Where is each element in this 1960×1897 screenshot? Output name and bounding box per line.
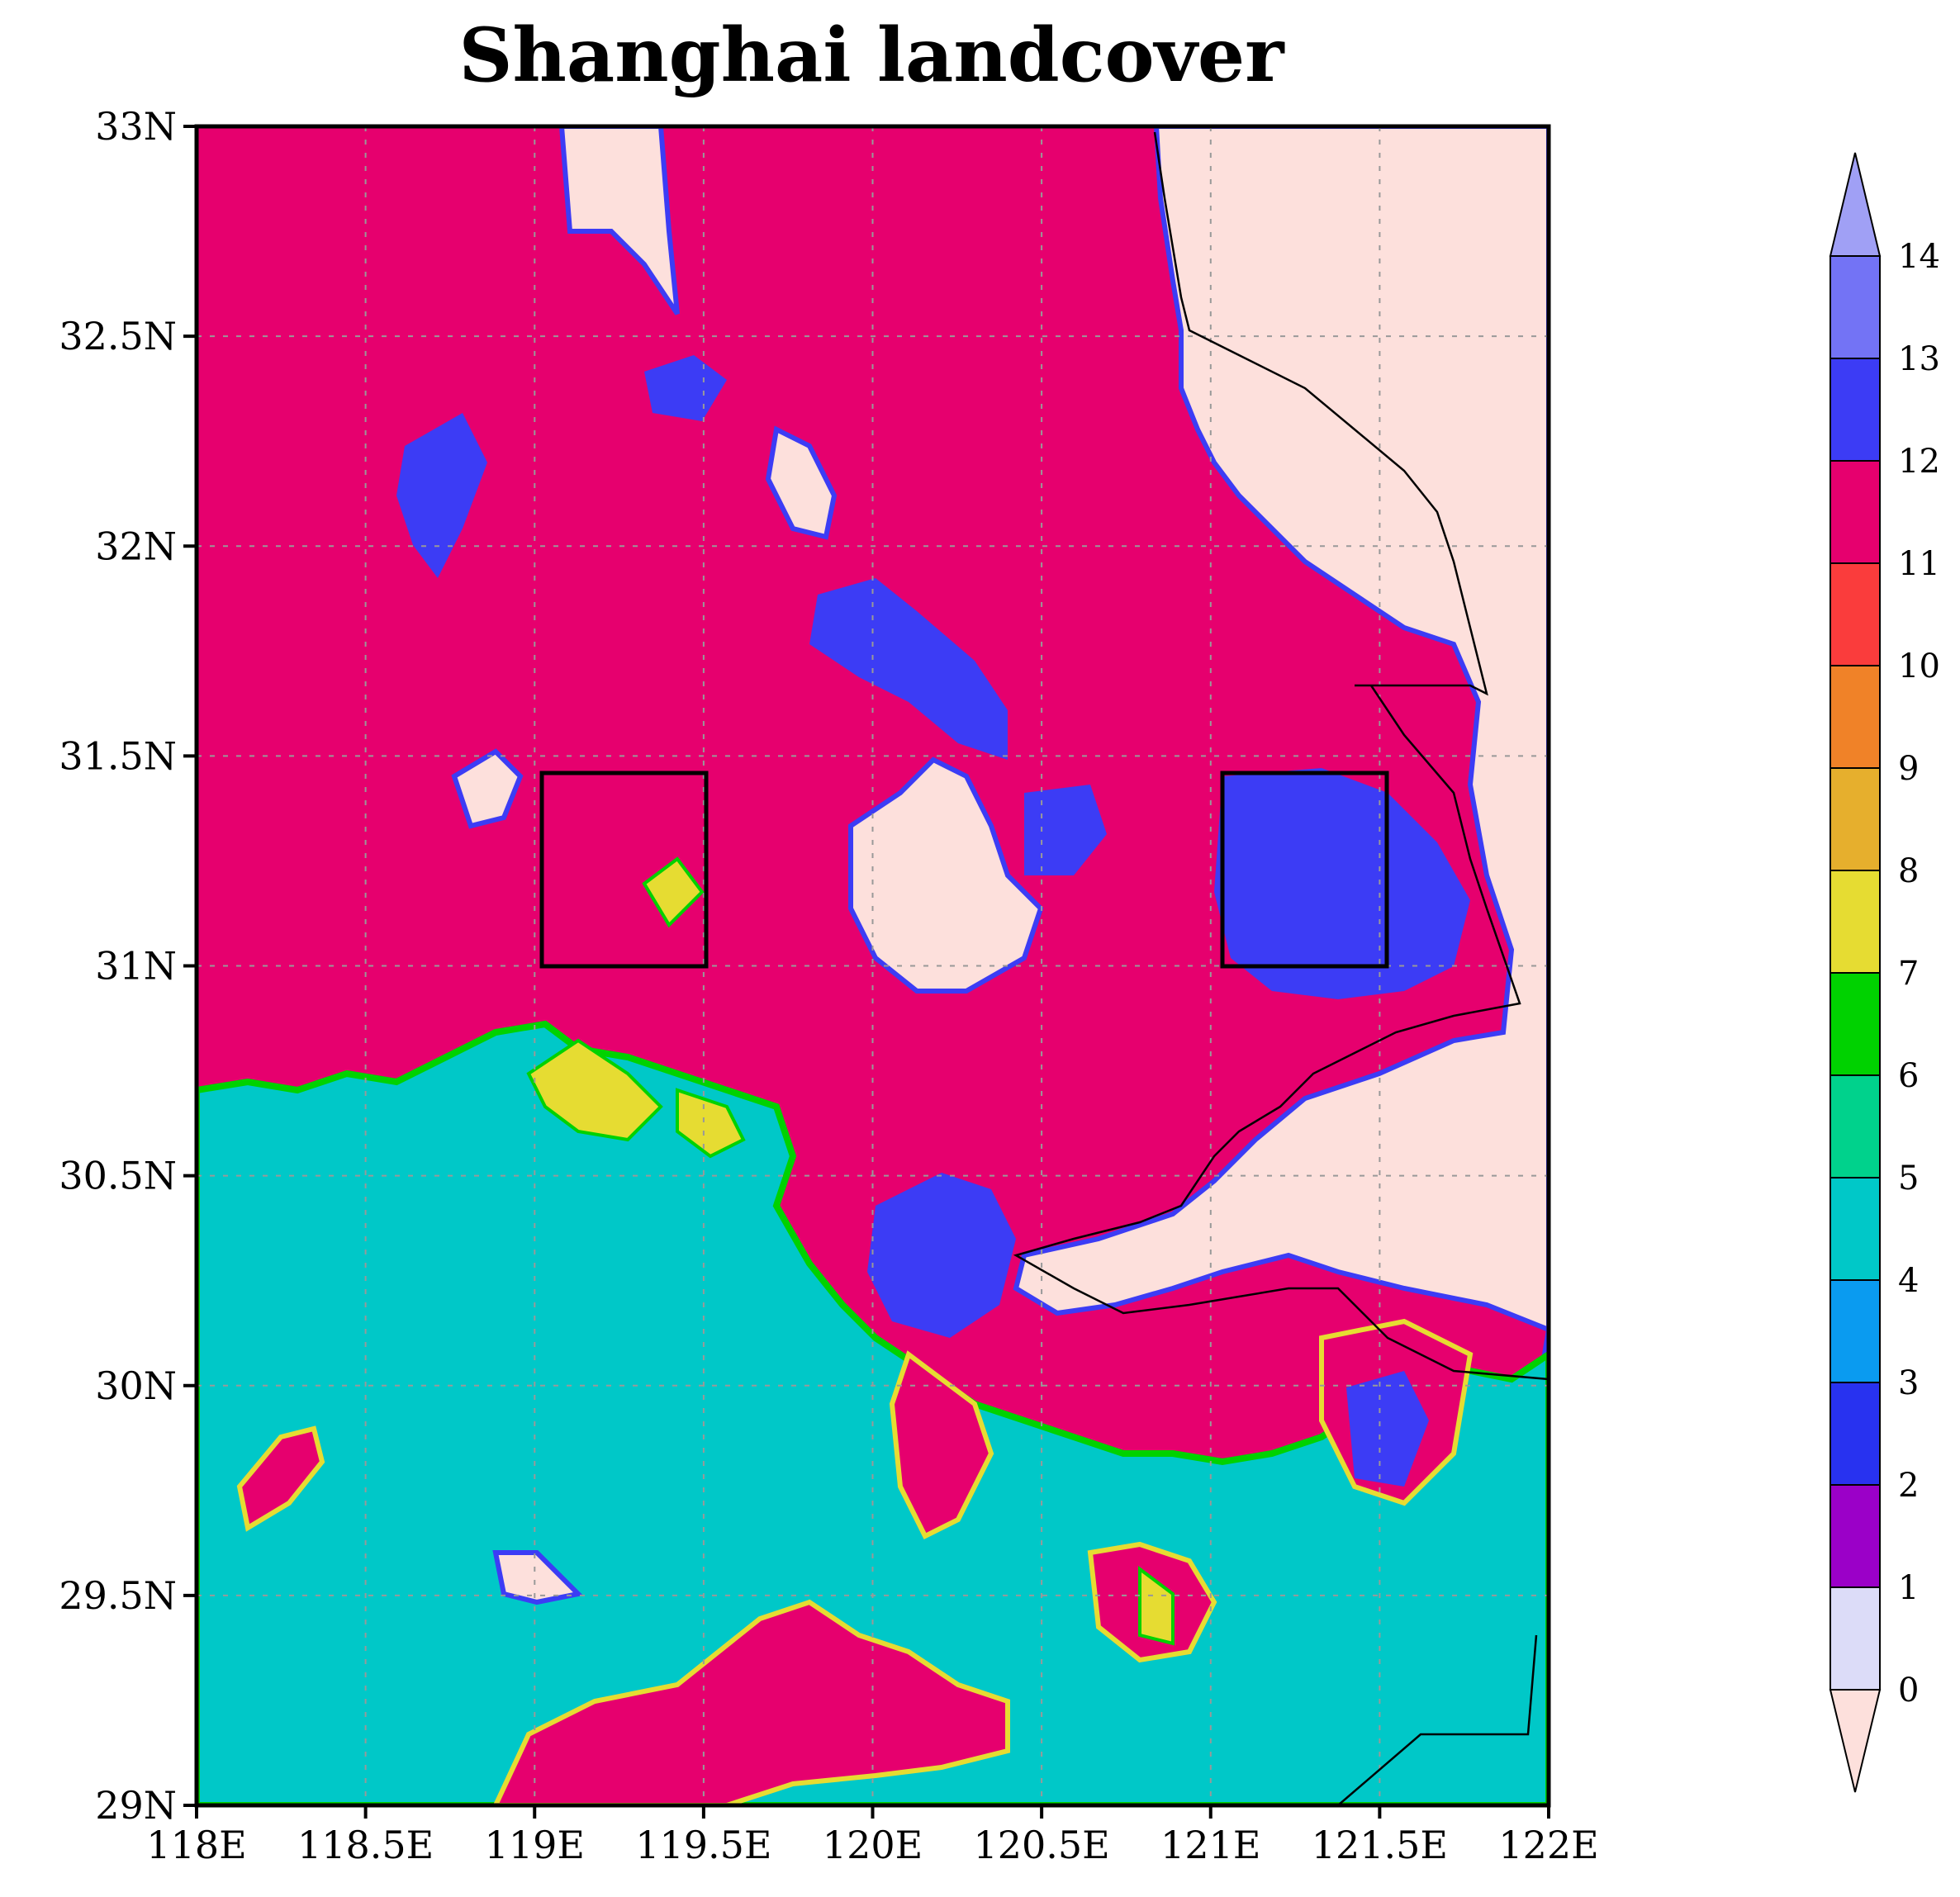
x-axis: 118E 118.5E 119E 119.5E 120E 120.5E 121E 121.5E… bbox=[146, 1805, 1599, 1867]
colorbar-label: 11 bbox=[1898, 545, 1940, 583]
colorbar-swatch bbox=[1829, 1484, 1881, 1588]
water-body bbox=[396, 413, 487, 578]
x-tick-label: 118E bbox=[146, 1823, 246, 1867]
colorbar-label: 6 bbox=[1898, 1057, 1919, 1095]
colorbar-label: 3 bbox=[1898, 1364, 1919, 1402]
urban-patch bbox=[236, 1425, 325, 1532]
shrub-patch bbox=[1138, 1566, 1175, 1646]
urban-patch bbox=[889, 1350, 994, 1540]
x-tick-label: 120E bbox=[823, 1823, 923, 1867]
colorbar-label: 7 bbox=[1898, 955, 1919, 993]
x-tick-label: 118.5E bbox=[297, 1823, 434, 1867]
colorbar-label: 13 bbox=[1898, 340, 1940, 378]
urban-patch bbox=[492, 1599, 1010, 1805]
x-tick-label: 119.5E bbox=[635, 1823, 771, 1867]
x-tick-label: 122E bbox=[1498, 1823, 1598, 1867]
y-tick-label: 32N bbox=[95, 524, 177, 568]
colorbar-swatch bbox=[1829, 562, 1881, 666]
x-tick-label: 120.5E bbox=[973, 1823, 1109, 1867]
y-tick-label: 30.5N bbox=[59, 1154, 177, 1198]
water-body bbox=[867, 1173, 1016, 1338]
coastline-boundary bbox=[1013, 131, 1549, 1805]
colorbar-label: 2 bbox=[1898, 1467, 1919, 1505]
colorbar-swatch bbox=[1829, 358, 1881, 462]
colorbar-label: 12 bbox=[1898, 443, 1940, 481]
colorbar-swatch bbox=[1829, 972, 1881, 1076]
colorbar-label: 0 bbox=[1898, 1672, 1919, 1710]
urban-core bbox=[848, 756, 1044, 994]
water-body bbox=[1024, 785, 1107, 875]
colorbar-swatch bbox=[1829, 870, 1881, 974]
colorbar-label: 9 bbox=[1898, 750, 1919, 788]
colorbar-swatch bbox=[1829, 460, 1881, 564]
study-box-west bbox=[539, 771, 709, 969]
y-axis: 33N 32.5N 32N 31.5N 31N 30.5N 30N 29.5N 29N bbox=[59, 104, 197, 1828]
y-tick-label: 29.5N bbox=[59, 1573, 177, 1618]
colorbar-swatch bbox=[1829, 767, 1881, 871]
urban-core bbox=[765, 425, 838, 540]
colorbar-extend-min bbox=[1829, 1689, 1882, 1793]
shrub-patch bbox=[676, 1088, 746, 1159]
study-box-east bbox=[1220, 771, 1389, 969]
y-tick-label: 31.5N bbox=[59, 733, 177, 778]
colorbar-swatch bbox=[1829, 1279, 1881, 1383]
y-tick-label: 29N bbox=[95, 1783, 177, 1828]
shrub-patch bbox=[642, 856, 705, 928]
colorbar-label: 1 bbox=[1898, 1569, 1919, 1607]
x-tick-label: 121.5E bbox=[1312, 1823, 1448, 1867]
urban-core bbox=[558, 126, 680, 315]
colorbar-swatch bbox=[1829, 665, 1881, 769]
water-body bbox=[644, 355, 727, 421]
y-tick-label: 31N bbox=[95, 944, 177, 989]
colorbar-swatch bbox=[1829, 1586, 1881, 1691]
colorbar-label: 8 bbox=[1898, 852, 1919, 890]
x-tick-label: 119E bbox=[485, 1823, 585, 1867]
chart-title: Shanghai landcover bbox=[458, 12, 1285, 99]
water-body bbox=[1346, 1371, 1429, 1487]
y-tick-label: 32.5N bbox=[59, 314, 177, 358]
colorbar-extend-max bbox=[1829, 152, 1882, 257]
shrub-patch bbox=[526, 1038, 663, 1142]
urban-core bbox=[492, 1550, 584, 1605]
grid-lines bbox=[197, 126, 1549, 1805]
y-tick-label: 33N bbox=[95, 104, 177, 149]
colorbar-swatch bbox=[1829, 255, 1881, 359]
water-body bbox=[809, 578, 1008, 760]
colorbar-label: 4 bbox=[1898, 1262, 1919, 1300]
y-tick-label: 30N bbox=[95, 1363, 177, 1408]
x-tick-label: 121E bbox=[1160, 1823, 1260, 1867]
water-body bbox=[1214, 768, 1470, 999]
colorbar-label: 5 bbox=[1898, 1160, 1919, 1197]
colorbar-swatch bbox=[1829, 1074, 1881, 1179]
colorbar-swatch bbox=[1829, 1382, 1881, 1486]
colorbar-label: 14 bbox=[1898, 238, 1940, 276]
colorbar-label: 10 bbox=[1898, 647, 1940, 685]
colorbar-swatch bbox=[1829, 1177, 1881, 1281]
